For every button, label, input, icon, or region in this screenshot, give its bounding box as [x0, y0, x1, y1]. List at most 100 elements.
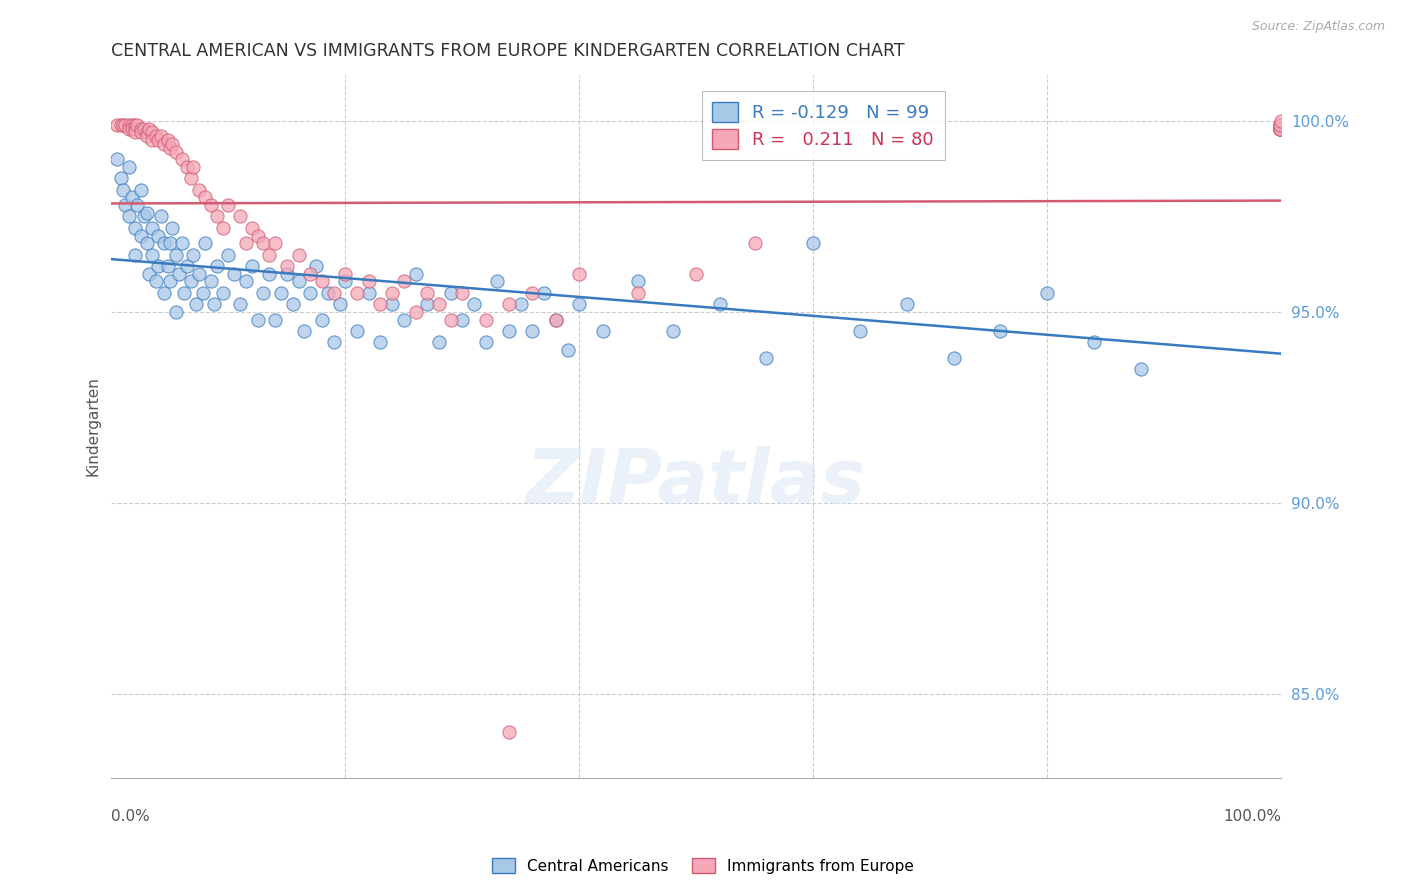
Point — [322, 335, 344, 350]
Point — [1268, 118, 1291, 132]
Point — [405, 267, 427, 281]
Point — [173, 285, 195, 300]
Point — [357, 274, 380, 288]
Point — [180, 171, 202, 186]
Point — [129, 228, 152, 243]
Point — [156, 259, 179, 273]
Point — [316, 285, 339, 300]
Point — [121, 121, 143, 136]
Point — [121, 118, 143, 132]
Point — [1036, 285, 1059, 300]
Point — [129, 183, 152, 197]
Point — [311, 274, 333, 288]
Point — [188, 183, 211, 197]
Point — [176, 160, 198, 174]
Point — [533, 285, 555, 300]
Point — [405, 305, 427, 319]
Point — [439, 312, 461, 326]
Point — [463, 297, 485, 311]
Point — [370, 297, 392, 311]
Point — [544, 312, 567, 326]
Point — [224, 267, 246, 281]
Point — [264, 312, 287, 326]
Point — [592, 324, 614, 338]
Point — [141, 126, 163, 140]
Point — [896, 297, 918, 311]
Point — [129, 126, 152, 140]
Point — [153, 236, 176, 251]
Point — [299, 267, 322, 281]
Point — [153, 285, 176, 300]
Point — [235, 236, 257, 251]
Point — [522, 285, 544, 300]
Point — [124, 220, 146, 235]
Point — [709, 297, 731, 311]
Point — [1268, 121, 1291, 136]
Point — [990, 324, 1012, 338]
Point — [509, 297, 531, 311]
Point — [145, 129, 167, 144]
Point — [148, 133, 170, 147]
Point — [159, 141, 181, 155]
Point — [149, 210, 172, 224]
Point — [129, 121, 152, 136]
Point — [138, 267, 160, 281]
Point — [427, 297, 450, 311]
Point — [202, 297, 225, 311]
Point — [145, 274, 167, 288]
Point — [381, 285, 404, 300]
Point — [498, 297, 520, 311]
Point — [124, 121, 146, 136]
Point — [127, 198, 149, 212]
Text: Source: ZipAtlas.com: Source: ZipAtlas.com — [1251, 20, 1385, 33]
Point — [1268, 121, 1291, 136]
Point — [322, 285, 344, 300]
Text: 0.0%: 0.0% — [111, 809, 150, 824]
Point — [252, 236, 274, 251]
Point — [1268, 121, 1291, 136]
Point — [134, 121, 156, 136]
Point — [194, 236, 217, 251]
Point — [229, 210, 252, 224]
Point — [259, 247, 281, 261]
Point — [205, 259, 228, 273]
Point — [148, 259, 170, 273]
Point — [305, 259, 328, 273]
Point — [259, 267, 281, 281]
Point — [191, 285, 214, 300]
Point — [135, 205, 157, 219]
Point — [451, 312, 474, 326]
Point — [105, 152, 128, 166]
Point — [149, 129, 172, 144]
Point — [498, 724, 520, 739]
Point — [346, 285, 368, 300]
Point — [522, 324, 544, 338]
Point — [160, 220, 183, 235]
Point — [135, 126, 157, 140]
Point — [849, 324, 872, 338]
Point — [205, 210, 228, 224]
Point — [662, 324, 685, 338]
Y-axis label: Kindergarten: Kindergarten — [86, 376, 100, 476]
Point — [498, 324, 520, 338]
Point — [381, 297, 404, 311]
Point — [1268, 121, 1291, 136]
Point — [160, 136, 183, 151]
Point — [211, 285, 233, 300]
Point — [121, 190, 143, 204]
Point — [134, 210, 156, 224]
Text: 100.0%: 100.0% — [1223, 809, 1281, 824]
Point — [246, 228, 269, 243]
Point — [194, 190, 217, 204]
Point — [135, 129, 157, 144]
Point — [148, 228, 170, 243]
Point — [110, 118, 132, 132]
Point — [114, 118, 136, 132]
Point — [141, 220, 163, 235]
Point — [685, 267, 707, 281]
Point — [392, 274, 415, 288]
Point — [557, 343, 579, 357]
Text: ZIPatlas: ZIPatlas — [526, 446, 866, 519]
Point — [217, 198, 239, 212]
Point — [416, 297, 439, 311]
